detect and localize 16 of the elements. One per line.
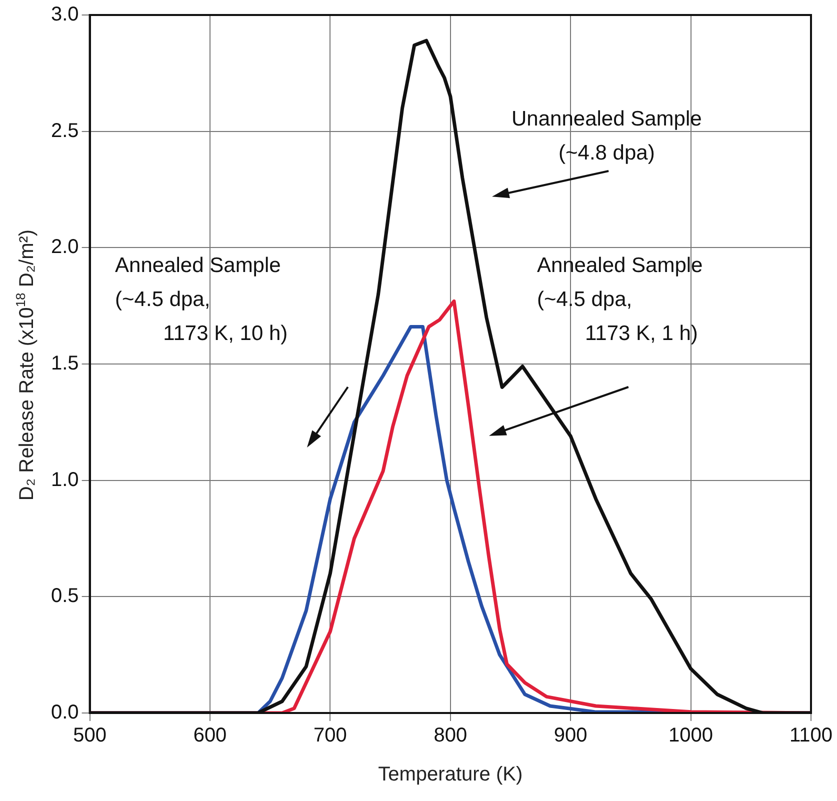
annotation: Annealed Sample (~4.5 dpa, 1173 K, 10 h)	[115, 254, 288, 346]
x-tick-label: 900	[554, 724, 588, 747]
y-tick-label: 2.5	[50, 120, 79, 142]
y-tick-label: 0.5	[50, 585, 79, 608]
x-tick-label: 1000	[668, 724, 714, 747]
x-tick-label: 800	[434, 724, 468, 747]
x-tick-label: 700	[314, 724, 347, 747]
x-axis-title: Temperature (K)	[378, 764, 523, 786]
x-tick-label: 1100	[789, 724, 833, 747]
y-tick-label: 3.0	[50, 4, 79, 26]
x-tick-label: 500	[73, 724, 106, 747]
y-tick-label: 1.5	[50, 352, 79, 375]
x-tick-label: 600	[193, 724, 227, 747]
y-tick-label: 2.0	[50, 236, 79, 258]
y-tick-label: 1.0	[50, 468, 79, 491]
y-tick-label: 0.0	[50, 702, 79, 724]
